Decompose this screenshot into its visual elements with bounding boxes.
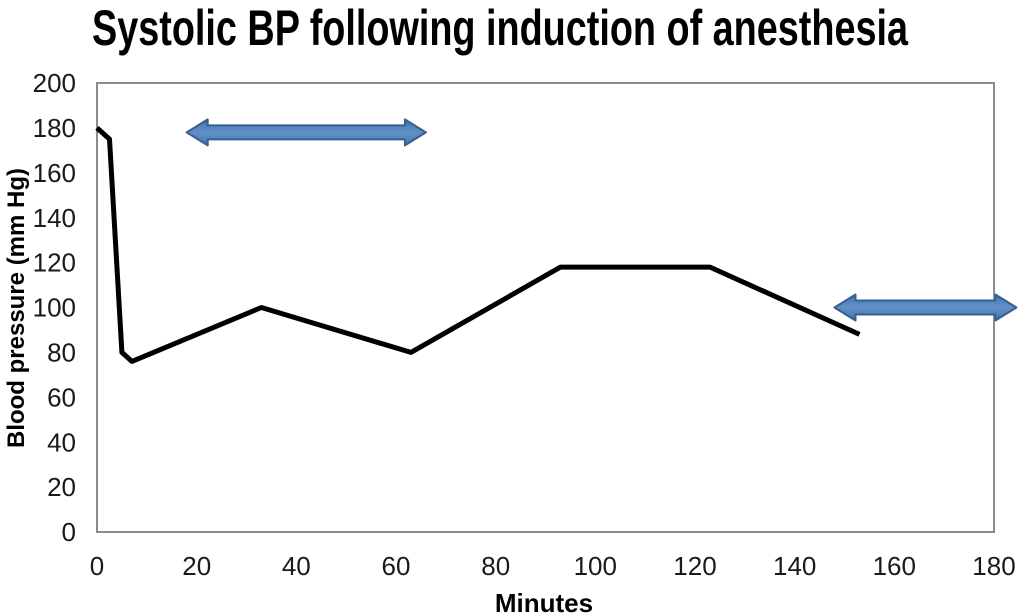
y-tick-label: 120: [33, 248, 76, 278]
double-arrow-annotation: [833, 293, 1018, 322]
y-tick-label: 60: [47, 382, 76, 412]
line-series-systolic-bp: [95, 126, 861, 364]
x-tick-label: 0: [90, 551, 104, 581]
x-tick-label: 40: [282, 551, 311, 581]
y-tick-label: 140: [33, 203, 76, 233]
annotation-arrows: [185, 118, 1018, 322]
series-group: [95, 126, 861, 364]
y-tick-label: 20: [47, 472, 76, 502]
y-tick-label: 40: [47, 427, 76, 457]
y-tick-label: 200: [33, 68, 76, 98]
y-tick-label: 100: [33, 293, 76, 323]
y-tick-label: 80: [47, 338, 76, 368]
y-axis-title: Blood pressure (mm Hg): [3, 168, 30, 448]
x-tick-label: 120: [673, 551, 716, 581]
y-axis-ticks: 0 20 40 60 80 100 120 140 160 180 200: [33, 68, 76, 547]
x-axis-ticks: 0 20 40 60 80 100 120 140 160 180: [90, 551, 1016, 581]
y-tick-label: 160: [33, 158, 76, 188]
x-axis-title: Minutes: [495, 588, 593, 615]
chart-title: Systolic BP following induction of anest…: [92, 0, 909, 56]
double-arrow-annotation: [185, 118, 427, 147]
x-tick-label: 180: [972, 551, 1015, 581]
x-tick-label: 160: [873, 551, 916, 581]
x-tick-label: 140: [773, 551, 816, 581]
y-tick-label: 180: [33, 113, 76, 143]
y-tick-label: 0: [62, 517, 76, 547]
x-tick-label: 20: [182, 551, 211, 581]
x-tick-label: 80: [481, 551, 510, 581]
x-tick-label: 100: [574, 551, 617, 581]
x-tick-label: 60: [382, 551, 411, 581]
